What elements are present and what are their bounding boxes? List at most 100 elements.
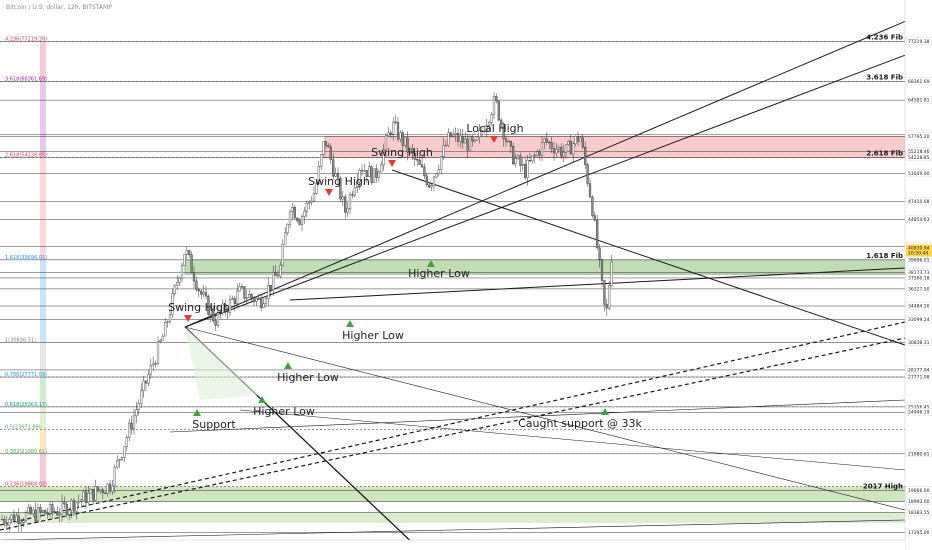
candle-body (41, 510, 44, 512)
candle-body (257, 297, 260, 299)
fib-strip-segment (40, 406, 46, 430)
symbol-header: Bitcoin / U.S. dollar, 12h, BITSTAMP (6, 4, 112, 11)
candle-body (572, 143, 575, 155)
candle-body (209, 308, 212, 315)
candle-body (358, 170, 361, 183)
candle-body (552, 148, 556, 154)
candle-body (87, 492, 90, 503)
arrow-down-icon (490, 136, 498, 143)
candle-body (567, 140, 570, 145)
candle-body (144, 380, 148, 384)
candle-body (149, 364, 152, 376)
candle-body (305, 202, 308, 212)
candle-body (308, 201, 311, 204)
candle-body (466, 138, 469, 151)
fib-left-label: 1(30838.31) (5, 338, 36, 344)
candle-body (48, 504, 52, 514)
candle-body (180, 265, 184, 279)
candle-body (116, 460, 119, 468)
candle-body (125, 437, 128, 447)
candle-body (418, 159, 421, 165)
candle-body (524, 164, 527, 178)
price-tag-label: 24946.19 (908, 410, 930, 416)
candle-body (516, 155, 520, 159)
low-zone (0, 512, 905, 523)
price-tag-label: 36327.50 (908, 286, 930, 292)
candle-body (396, 122, 400, 140)
candle-body (485, 125, 488, 133)
price-tag-label: 28377.94 (908, 367, 930, 373)
candle-body (312, 193, 316, 202)
arrow-up-icon (284, 362, 292, 369)
candle-body (320, 154, 323, 167)
candle-body (260, 297, 263, 308)
annotation-label: Higher Low (253, 405, 315, 418)
candle-body (192, 272, 196, 282)
candle-body (500, 119, 503, 125)
candle-body (24, 512, 28, 522)
trend-line (169, 399, 906, 433)
candle-body (56, 511, 59, 516)
candle-body (228, 299, 232, 313)
candle-body (288, 211, 292, 225)
candle-body (346, 208, 349, 213)
candle-body (327, 145, 330, 148)
candle-body (339, 178, 342, 200)
fib-left-label: 0.5(23671.89) (5, 424, 41, 430)
fib-strip-segment (40, 157, 46, 260)
trend-line (184, 326, 906, 511)
candle-body (171, 293, 174, 315)
fib-left-label: 1.618(39696.01) (5, 255, 47, 261)
price-tag (905, 273, 932, 282)
candle-body (212, 308, 215, 321)
candle-body (202, 292, 205, 295)
candle-body (84, 491, 88, 503)
candle-body (564, 144, 568, 153)
candle-body (502, 123, 505, 139)
candle-body (272, 272, 275, 290)
fib-strip-segment (40, 453, 46, 487)
candle-body (39, 507, 42, 512)
candle-body (401, 132, 404, 146)
candle-body (248, 294, 251, 298)
candle-body (428, 184, 431, 188)
candle-body (197, 289, 200, 292)
price-tag-label: 47410.08 (908, 199, 930, 205)
candle-body (120, 457, 124, 460)
candle-body (454, 133, 457, 135)
trend-line (391, 169, 906, 346)
candle-body (164, 322, 167, 337)
candle-body (140, 390, 143, 404)
candle-body (46, 513, 49, 515)
candle-body (34, 509, 37, 522)
candle-body (413, 153, 416, 160)
candle-body (548, 141, 551, 144)
candle-body (281, 244, 284, 266)
candle-body (96, 486, 100, 492)
candle-body (322, 141, 325, 155)
candle-body (310, 200, 313, 203)
candle-body (543, 138, 546, 143)
candle-body (392, 121, 395, 135)
arrow-up-icon (346, 320, 354, 327)
candle-body (562, 152, 565, 157)
candle-body (353, 187, 356, 196)
candle-body (488, 122, 491, 126)
candle-body (240, 286, 244, 288)
time-axis (0, 540, 905, 550)
candle-body (166, 321, 169, 323)
price-tag-label: 57795.20 (908, 134, 930, 140)
candle-body (545, 138, 548, 143)
candle-body (168, 314, 172, 322)
candle-body (576, 136, 580, 142)
candle-body (154, 363, 157, 365)
candle-body (262, 303, 265, 308)
candle-body (44, 510, 47, 514)
fib-left-label: 0.618(25363.17) (5, 402, 47, 408)
candle-body (394, 121, 397, 123)
price-tag-label: 38173.73 (908, 270, 930, 276)
candle-body (471, 136, 474, 142)
candle-body (584, 146, 587, 165)
price-tag-label: 77219.38 (908, 39, 930, 45)
